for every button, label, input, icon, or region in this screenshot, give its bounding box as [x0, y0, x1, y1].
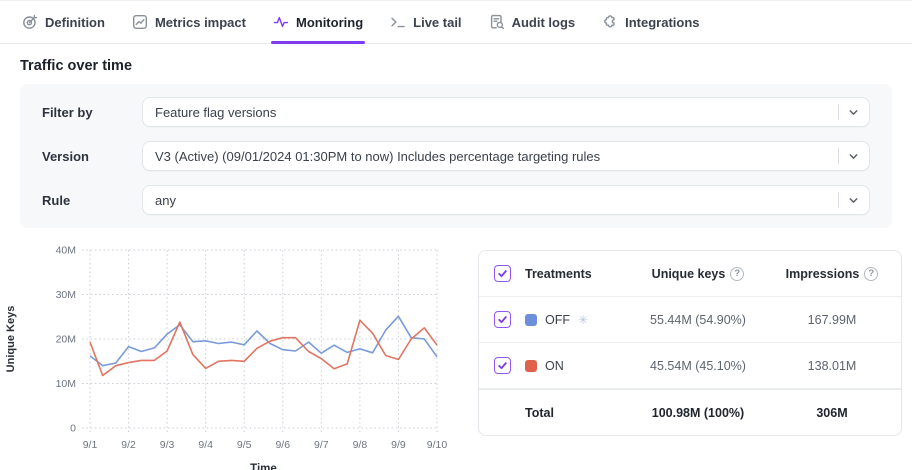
x-tick-label: 9/3: [160, 439, 175, 451]
filter-panel: Filter by Feature flag versions Version V3 …: [20, 84, 892, 228]
tab-live-tail[interactable]: Live tail: [390, 1, 462, 43]
select-value: V3 (Active) (09/01/2024 01:30PM to now) …: [155, 148, 601, 164]
select-divider: [838, 192, 839, 208]
series-line-on: [89, 319, 438, 377]
tab-audit-logs[interactable]: Audit logs: [489, 1, 576, 43]
x-tick-label: 9/2: [121, 439, 136, 451]
chevron-down-icon: [848, 195, 859, 206]
filter-label: Version: [42, 148, 89, 164]
rule-select[interactable]: any: [142, 185, 870, 215]
y-tick-label: 30M: [56, 289, 76, 301]
treatment-swatch: [525, 313, 537, 326]
x-tick-label: 9/9: [391, 439, 406, 451]
unique-keys-value: 55.44M (54.90%): [650, 312, 746, 327]
default-treatment-snowflake-icon: ✳: [578, 312, 589, 327]
tab-integrations[interactable]: Integrations: [602, 1, 700, 43]
integrations-puzzle-icon: [602, 14, 618, 30]
unique-keys-help-icon[interactable]: ?: [730, 266, 745, 281]
select-divider: [838, 104, 839, 120]
filter-label: Rule: [42, 192, 71, 208]
impressions-help-icon[interactable]: ?: [864, 266, 879, 281]
chevron-down-icon: [848, 107, 859, 118]
treatment-name: OFF: [545, 312, 570, 327]
section-title: Traffic over time: [20, 58, 133, 74]
tab-label: Definition: [45, 14, 105, 30]
live-tail-terminal-icon: [390, 14, 406, 30]
unique-keys-value: 45.54M (45.10%): [650, 358, 746, 373]
filter-row-filter-by: Filter by Feature flag versions: [42, 97, 870, 127]
filter-by-select[interactable]: Feature flag versions: [142, 97, 870, 127]
total-unique-keys: 100.98M (100%): [651, 405, 745, 420]
total-impressions: 306M: [816, 405, 848, 420]
x-tick-label: 9/4: [198, 439, 213, 451]
audit-logs-doc-search-icon: [489, 14, 505, 30]
x-axis-title: Time: [250, 463, 277, 470]
treatments-header: Treatments: [525, 266, 592, 281]
series-line-off: [89, 315, 438, 367]
treatment-checkbox-on[interactable]: [493, 357, 511, 374]
tab-label: Metrics impact: [154, 14, 246, 30]
select-value: any: [155, 192, 176, 208]
tab-metrics-impact[interactable]: Metrics impact: [132, 1, 246, 43]
filter-row-version: Version V3 (Active) (09/01/2024 01:30PM t…: [42, 141, 870, 171]
x-tick-label: 9/7: [314, 439, 329, 451]
x-tick-label: 9/8: [353, 439, 368, 451]
treatments-table: Treatments Unique keys? Impressions? OFF ✳ 55…: [478, 250, 902, 436]
total-label: Total: [525, 405, 554, 420]
tab-label: Monitoring: [295, 14, 364, 30]
tab-label: Audit logs: [511, 14, 576, 30]
unique-keys-header: Unique keys?: [619, 266, 777, 281]
y-tick-label: 0: [70, 423, 76, 435]
select-divider: [838, 148, 839, 164]
tab-label: Live tail: [413, 14, 462, 30]
impressions-header: Impressions?: [777, 266, 887, 281]
filter-row-rule: Rule any: [42, 185, 870, 215]
treatments-header-row: Treatments Unique keys? Impressions?: [479, 251, 901, 297]
chevron-down-icon: [848, 151, 859, 162]
monitoring-pulse-icon: [273, 14, 289, 30]
treatment-row-off: OFF ✳ 55.44M (54.90%) 167.99M: [479, 297, 901, 343]
tab-definition[interactable]: Definition: [22, 1, 105, 43]
impressions-value: 167.99M: [807, 312, 857, 327]
version-select[interactable]: V3 (Active) (09/01/2024 01:30PM to now) …: [142, 141, 870, 171]
treatment-row-on: ON 45.54M (45.10%) 138.01M: [479, 343, 901, 389]
metrics-chart-icon: [132, 14, 148, 30]
x-tick-label: 9/5: [237, 439, 252, 451]
x-tick-label: 9/6: [275, 439, 290, 451]
treatment-swatch: [525, 359, 537, 372]
line-chart: 0 10M 20M 30M 40M 9/1 9/2 9/3 9/4 9/5 9/6 9/7 9/8 9/9…: [5, 245, 448, 470]
x-tick-label: 9/1: [83, 439, 98, 451]
filter-label: Filter by: [42, 104, 93, 120]
y-tick-label: 10M: [56, 378, 76, 390]
total-row: Total 100.98M (100%) 306M: [479, 389, 901, 435]
treatment-name: ON: [545, 358, 564, 373]
traffic-chart: 0 10M 20M 30M 40M 9/1 9/2 9/3 9/4 9/5 9/6 9/7 9/8 9/9…: [0, 238, 470, 470]
tab-bar: Definition Metrics impact Monitoring Live t…: [0, 0, 912, 44]
y-axis-title: Unique Keys: [5, 306, 17, 373]
traffic-content: 0 10M 20M 30M 40M 9/1 9/2 9/3 9/4 9/5 9/6 9/7 9/8 9/9…: [0, 238, 912, 470]
y-tick-label: 40M: [56, 245, 76, 257]
tab-monitoring[interactable]: Monitoring: [270, 1, 366, 44]
x-tick-label: 9/10: [427, 439, 448, 451]
y-tick-label: 20M: [56, 334, 76, 346]
treatment-checkbox-off[interactable]: [493, 311, 511, 328]
select-all-checkbox[interactable]: [493, 265, 511, 282]
definition-target-icon: [22, 14, 38, 30]
tab-label: Integrations: [625, 14, 700, 30]
impressions-value: 138.01M: [807, 358, 857, 373]
select-value: Feature flag versions: [155, 104, 277, 120]
